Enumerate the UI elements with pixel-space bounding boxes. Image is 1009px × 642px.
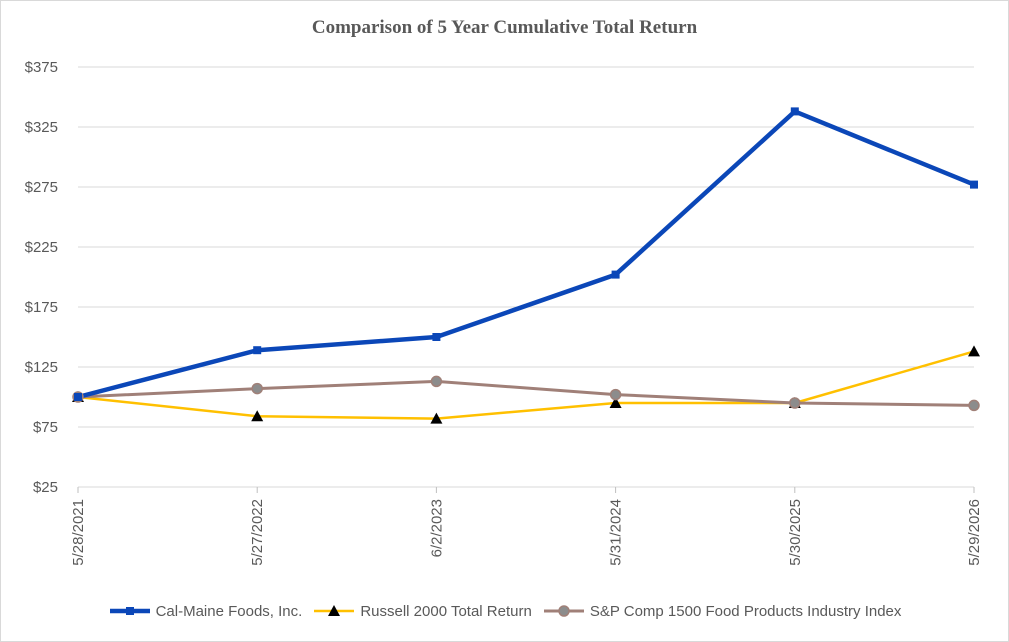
y-tick-label: $125 xyxy=(25,359,58,376)
legend-swatch xyxy=(314,605,355,616)
data-point xyxy=(609,397,622,408)
data-point xyxy=(609,388,622,401)
series-line xyxy=(77,109,975,400)
y-tick-label: $225 xyxy=(25,239,58,256)
x-tick-label: 6/2/2023 xyxy=(428,499,445,557)
y-tick-label: $325 xyxy=(25,119,58,136)
legend-item: Cal-Maine Foods, Inc. xyxy=(108,602,303,620)
x-tick-label: 5/27/2022 xyxy=(249,499,266,566)
data-point xyxy=(558,605,570,617)
y-tick-label: $375 xyxy=(25,59,58,76)
legend-item: Russell 2000 Total Return xyxy=(312,603,532,620)
legend-label: Russell 2000 Total Return xyxy=(360,602,532,620)
data-point xyxy=(253,346,262,355)
legend-item: S&P Comp 1500 Food Products Industry Ind… xyxy=(542,602,902,620)
y-tick-label: $275 xyxy=(25,179,58,196)
series-line xyxy=(77,379,975,407)
data-point xyxy=(430,412,443,424)
y-tick-label: $175 xyxy=(25,299,58,316)
data-point xyxy=(790,107,799,116)
y-tick-label: $75 xyxy=(33,419,58,436)
chart-title: Comparison of 5 Year Cumulative Total Re… xyxy=(311,17,698,38)
data-point xyxy=(74,393,82,401)
data-point xyxy=(968,345,980,357)
legend-label: Cal-Maine Foods, Inc. xyxy=(155,602,303,620)
series-line xyxy=(77,350,975,420)
data-point xyxy=(789,397,801,409)
data-point xyxy=(251,410,264,422)
data-point xyxy=(968,399,980,412)
x-tick-label: 5/31/2024 xyxy=(608,499,625,566)
x-tick-label: 5/30/2025 xyxy=(787,499,804,566)
data-point xyxy=(611,270,620,279)
data-point xyxy=(251,382,263,395)
data-point xyxy=(970,180,978,189)
data-point xyxy=(432,333,441,341)
y-tick-label: $25 xyxy=(33,479,58,496)
legend-swatch xyxy=(109,607,150,615)
legend-swatch xyxy=(543,605,584,617)
x-tick-label: 5/28/2021 xyxy=(70,499,87,566)
data-point xyxy=(430,375,443,388)
x-tick-label: 5/29/2026 xyxy=(966,499,983,566)
data-point xyxy=(125,607,134,615)
data-point xyxy=(328,605,341,616)
chart-legend: Cal-Maine Foods, Inc. Russell 2000 Total … xyxy=(0,600,1009,622)
legend-label: S&P Comp 1500 Food Products Industry Ind… xyxy=(589,602,902,620)
